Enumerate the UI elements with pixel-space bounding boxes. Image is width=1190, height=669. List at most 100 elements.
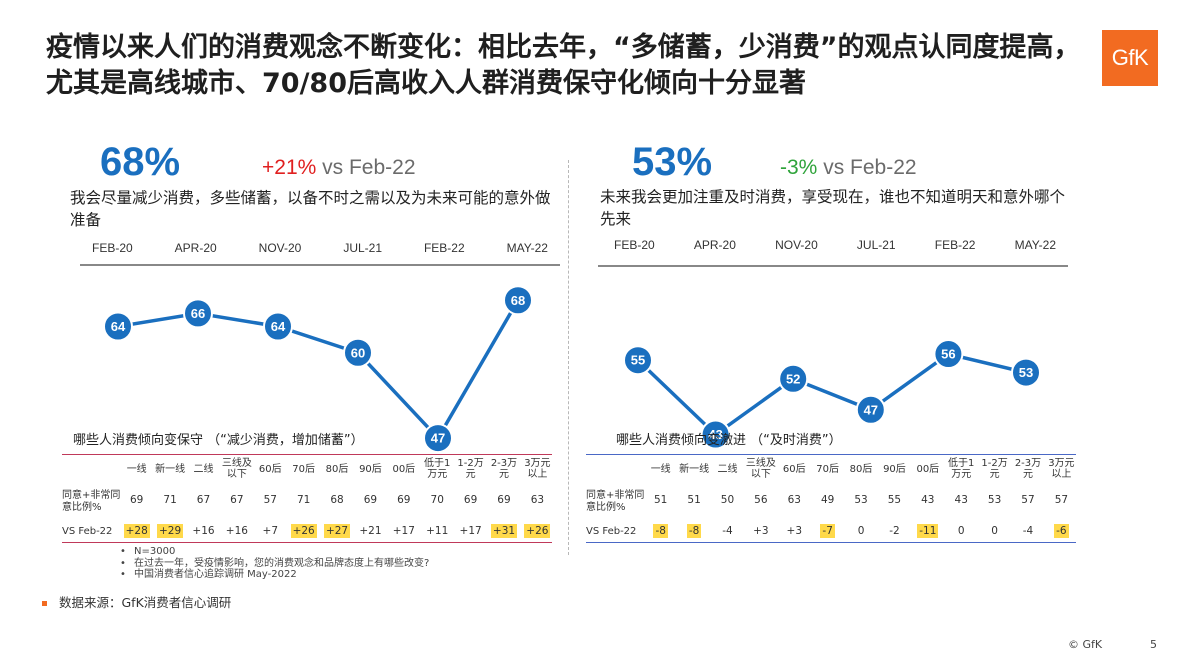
right-table-cell: 55 — [887, 494, 902, 506]
left-column-header: 90后 — [359, 463, 382, 475]
left-highlighted-value: +29 — [157, 524, 184, 538]
right-tick-label: FEB-20 — [614, 238, 655, 252]
right-table-cell: 57 — [1021, 494, 1035, 506]
left-data-label: 47 — [431, 431, 445, 446]
right-table-header: 一线 新一线 二线 三线及以下 60后 70后 80后 90后 00后 低于1万元 1-2万元 2-3… — [644, 456, 1078, 482]
right-table-cell: -7 — [811, 524, 844, 538]
right-column-header: 60后 — [782, 463, 806, 475]
right-data-label: 56 — [941, 347, 955, 362]
left-table-cell: 69 — [497, 494, 511, 506]
right-table-cell: 50 — [720, 494, 735, 506]
left-table-bottom-rule — [62, 542, 552, 543]
left-data-point — [103, 311, 133, 342]
right-table-cell: 49 — [820, 494, 835, 506]
right-table-title: 哪些人消费倾向变激进 （“及时消费”） — [616, 433, 842, 448]
right-highlighted-value: -11 — [917, 524, 939, 538]
left-highlighted-value: +28 — [123, 524, 150, 538]
left-tick-label: NOV-20 — [258, 241, 302, 255]
right-table-cell: 43 — [954, 494, 968, 506]
left-data-label: 64 — [111, 319, 126, 334]
right-delta-value: -3% — [780, 156, 818, 179]
left-data-label: 66 — [191, 306, 205, 321]
left-table-cell: +31 — [487, 524, 520, 538]
left-row-label: 同意+非常同意比例% — [62, 490, 121, 513]
left-row-label: VS Feb-22 — [62, 526, 113, 537]
right-table-cell: 0 — [957, 525, 965, 537]
right-tick-label: APR-20 — [693, 238, 736, 252]
right-x-axis-labels: FEB-20 APR-20 NOV-20 JUL-21 FEB-22 MAY-22 — [614, 238, 1056, 252]
right-headline-percent: 53% — [632, 140, 713, 184]
right-table-cell: 51 — [687, 494, 701, 506]
left-table-cell: +21 — [359, 525, 382, 537]
right-table-row: 51 51 50 56 63 49 53 55 43 43 53 57 57 — [644, 495, 1078, 506]
left-statement: 我会尽量减少消费，多些储蓄，以备不时之需以及为未来可能的意外做准备 — [70, 189, 551, 229]
left-data-point — [423, 423, 453, 454]
right-table-top-rule — [586, 454, 1076, 455]
left-column-header: 80后 — [325, 463, 349, 475]
left-headline-percent: 68% — [100, 140, 181, 184]
right-highlighted-value: -8 — [686, 524, 702, 538]
right-column-header: 2-3万元 — [1014, 458, 1042, 480]
left-table-cell: +28 — [120, 524, 153, 538]
left-table-cell: 71 — [163, 494, 177, 506]
left-column-header: 1-2万元 — [457, 458, 484, 480]
right-table-cell: -8 — [677, 524, 710, 538]
left-table-cell: +26 — [521, 524, 554, 538]
left-table-cell: +17 — [459, 525, 482, 537]
right-row-label: VS Feb-22 — [586, 526, 637, 537]
footnotes: N=3000 在过去一年，受疫情影响，您的消费观念和品牌态度上有哪些改变? 中国… — [120, 546, 429, 581]
left-data-point — [343, 337, 373, 368]
left-table-cell: +16 — [192, 525, 215, 537]
left-data-point — [263, 311, 293, 342]
left-highlighted-value: +26 — [290, 524, 317, 538]
right-column-header: 70后 — [816, 463, 840, 475]
left-column-header: 60后 — [258, 463, 282, 475]
left-table-cell: 67 — [230, 494, 244, 506]
right-table-cell: -8 — [644, 524, 677, 538]
left-tick-label: FEB-20 — [92, 241, 133, 255]
right-table-row: -8 -8 -4 +3 +3 -7 0 -2 -11 0 0 -4 -6 — [644, 524, 1078, 538]
left-table-cell: 69 — [463, 494, 478, 506]
right-table-cell: -6 — [1045, 524, 1078, 538]
right-tick-label: NOV-20 — [775, 238, 818, 252]
left-table-cell: +11 — [426, 525, 449, 537]
left-tick-label: MAY-22 — [506, 241, 548, 255]
left-table-cell: 57 — [263, 494, 277, 506]
left-highlighted-value: +26 — [524, 524, 551, 538]
left-data-label: 64 — [271, 319, 286, 334]
left-column-header: 一线 — [126, 463, 147, 475]
left-table-cell: 63 — [530, 494, 545, 506]
right-table-cell: 63 — [787, 494, 801, 506]
data-source: 数据来源：GfK消费者信心调研 — [42, 592, 231, 611]
left-data-label: 68 — [511, 293, 525, 308]
left-table-header: 一线 新一线 二线 三线及以下 60后 70后 80后 90后 00后 低于1万元 1-2万元 2-3… — [120, 456, 554, 482]
left-table-top-rule — [62, 454, 552, 455]
left-series-line — [117, 299, 520, 441]
left-table-title: 哪些人消费倾向变保守 （“减少消费，增加储蓄”） — [73, 433, 364, 448]
left-column-header: 低于1万元 — [424, 458, 451, 480]
left-delta-suffix: vs Feb-22 — [316, 156, 416, 179]
right-data-point — [778, 363, 809, 394]
right-table-cell: -2 — [889, 525, 900, 537]
right-row-label: 同意+非常同意比例% — [586, 490, 645, 513]
right-table-cell: -4 — [1022, 525, 1034, 537]
left-tick-label: APR-20 — [174, 241, 217, 255]
right-data-label: 43 — [708, 427, 722, 442]
right-table: 一线 新一线 二线 三线及以下 60后 70后 80后 90后 00后 低于1万元 1-2万元 2-3… — [586, 456, 1076, 546]
right-column-header: 1-2万元 — [981, 458, 1008, 480]
right-table-cell: 56 — [754, 494, 768, 506]
right-data-label: 53 — [1019, 365, 1033, 380]
left-highlighted-value: +31 — [490, 524, 518, 538]
right-column-header: 一线 — [650, 463, 671, 475]
right-data-point — [623, 345, 653, 376]
right-column-header: 三线及以下 — [745, 458, 776, 480]
left-delta: +21% vs Feb-22 — [262, 156, 416, 180]
right-data-point — [933, 339, 964, 370]
right-tick-label: JUL-21 — [856, 238, 896, 252]
left-axis-line — [80, 264, 560, 266]
right-table-cell: 53 — [987, 494, 1002, 506]
page-number: 5 — [1150, 638, 1157, 651]
left-delta-value: +21% — [262, 156, 317, 179]
left-table-cell: 70 — [430, 494, 444, 506]
